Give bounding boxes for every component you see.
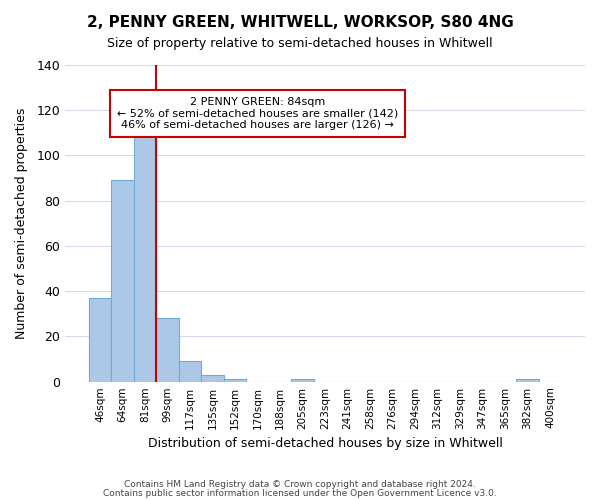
Text: Contains public sector information licensed under the Open Government Licence v3: Contains public sector information licen… [103, 489, 497, 498]
Text: 2 PENNY GREEN: 84sqm
← 52% of semi-detached houses are smaller (142)
46% of semi: 2 PENNY GREEN: 84sqm ← 52% of semi-detac… [117, 96, 398, 130]
Bar [111, 180, 134, 382]
Bar [134, 130, 156, 382]
Bar [89, 298, 111, 382]
Bar [517, 380, 539, 382]
Text: Size of property relative to semi-detached houses in Whitwell: Size of property relative to semi-detach… [107, 38, 493, 51]
Y-axis label: Number of semi-detached properties: Number of semi-detached properties [15, 108, 28, 339]
Text: Contains HM Land Registry data © Crown copyright and database right 2024.: Contains HM Land Registry data © Crown c… [124, 480, 476, 489]
Bar [179, 362, 201, 382]
Bar [291, 380, 314, 382]
Bar [224, 380, 246, 382]
Text: 2, PENNY GREEN, WHITWELL, WORKSOP, S80 4NG: 2, PENNY GREEN, WHITWELL, WORKSOP, S80 4… [86, 15, 514, 30]
Bar [156, 318, 179, 382]
X-axis label: Distribution of semi-detached houses by size in Whitwell: Distribution of semi-detached houses by … [148, 437, 502, 450]
Bar [201, 375, 224, 382]
